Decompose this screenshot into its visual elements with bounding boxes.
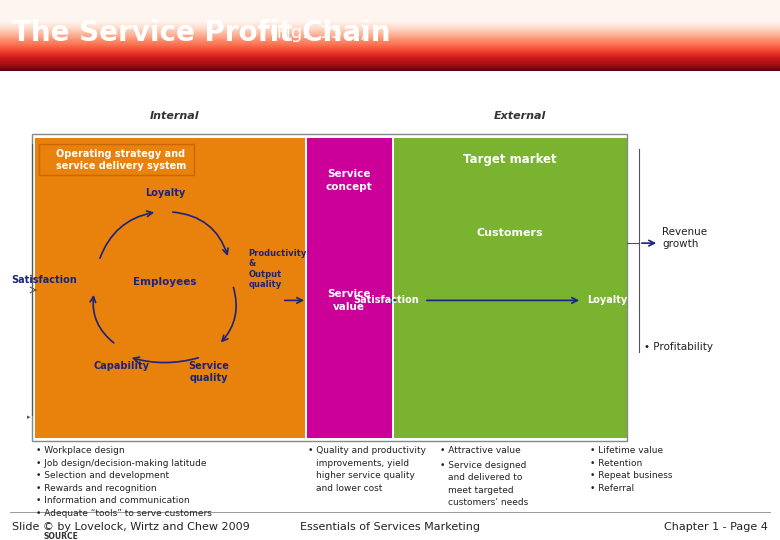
Text: • Retention: • Retention [590,458,642,468]
Bar [0,71,780,103]
Text: Slide © by Lovelock, Wirtz and Chew 2009: Slide © by Lovelock, Wirtz and Chew 2009 [12,522,250,532]
Text: Satisfaction: Satisfaction [353,295,419,306]
Text: • Repeat business: • Repeat business [590,471,672,480]
Text: • Quality and productivity: • Quality and productivity [308,446,426,455]
Text: • Attractive value: • Attractive value [440,446,521,455]
Text: • Lifetime value: • Lifetime value [590,446,663,455]
Text: The Service Profit Chain: The Service Profit Chain [12,19,391,47]
Text: Chapter 1 - Page 4: Chapter 1 - Page 4 [664,522,768,532]
Text: • Information and communication: • Information and communication [36,496,190,505]
Text: SOURCE: SOURCE [43,532,78,540]
Text: Customers: Customers [477,228,544,238]
Bar [32,134,627,441]
Text: Productivity
&
Output
quality: Productivity & Output quality [249,249,307,289]
Text: • Rewards and recognition: • Rewards and recognition [36,484,157,492]
Text: Internal: Internal [151,111,200,121]
Text: Essentials of Services Marketing: Essentials of Services Marketing [300,522,480,532]
Text: External: External [494,111,546,121]
Text: Target market: Target market [463,153,557,166]
Text: higher service quality: higher service quality [316,471,415,480]
Text: • Profitability: • Profitability [644,342,713,352]
Text: improvements, yield: improvements, yield [316,458,410,468]
Text: Operating strategy and
service delivery system: Operating strategy and service delivery … [56,148,186,171]
Text: Satisfaction: Satisfaction [11,274,77,285]
Bar [39,144,194,176]
Text: ▸: ▸ [27,414,30,420]
Text: • Referral: • Referral [590,484,634,492]
Text: Service
quality: Service quality [189,361,229,383]
Bar [40,530,78,540]
Bar [36,524,666,540]
Text: • Selection and development: • Selection and development [36,471,169,480]
Text: • Service designed: • Service designed [440,461,526,470]
Bar [394,138,627,438]
Bar [35,138,305,438]
Text: (Fig.  15.3): (Fig. 15.3) [264,24,367,42]
Text: customers’ needs: customers’ needs [448,498,528,507]
Text: • Adequate “tools” to serve customers: • Adequate “tools” to serve customers [36,509,212,518]
Text: • Workplace design: • Workplace design [36,446,125,455]
Text: • Job design/decision-making latitude: • Job design/decision-making latitude [36,458,207,468]
Text: meet targeted: meet targeted [448,486,513,495]
Text: Capability: Capability [93,361,149,371]
Text: and delivered to: and delivered to [448,473,523,482]
Text: Service
value: Service value [328,289,370,312]
Text: Employees: Employees [133,276,197,287]
Text: Loyalty: Loyalty [145,188,185,198]
Bar [307,138,392,438]
Text: and lower cost: and lower cost [316,484,382,492]
Text: Revenue
growth: Revenue growth [662,227,707,249]
Text: Loyalty: Loyalty [587,295,627,306]
Text: Service
concept: Service concept [325,170,372,192]
